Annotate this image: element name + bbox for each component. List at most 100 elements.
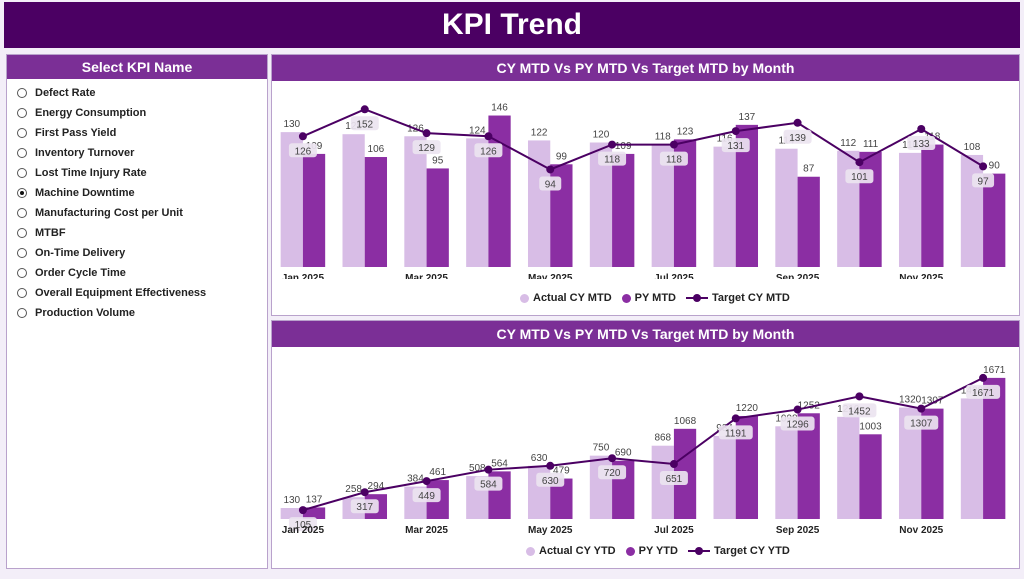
bar <box>713 146 736 267</box>
data-label: 129 <box>418 143 435 154</box>
target-point <box>360 488 369 497</box>
slicer-item[interactable]: Inventory Turnover <box>17 143 267 163</box>
x-tick-label: May 2025 <box>528 273 573 279</box>
data-label: 87 <box>803 164 815 175</box>
bar <box>302 153 326 267</box>
slicer-item[interactable]: Production Volume <box>17 303 267 323</box>
legend-label: Actual CY MTD <box>533 292 612 304</box>
data-label-box <box>412 488 441 503</box>
bar <box>589 142 613 267</box>
data-label: 564 <box>491 458 508 469</box>
data-label: 130 <box>283 119 300 130</box>
target-point <box>546 165 555 174</box>
data-label: 868 <box>654 433 671 444</box>
data-label-box <box>721 138 750 153</box>
data-label: 630 <box>542 476 559 487</box>
radio-button[interactable] <box>17 108 27 118</box>
data-label: 90 <box>989 161 1001 172</box>
legend-label: Target CY MTD <box>712 292 790 304</box>
data-label-box <box>904 415 939 430</box>
radio-button[interactable] <box>17 228 27 238</box>
data-label: 118 <box>604 155 620 166</box>
chart-mtd: 1301281261241221201181161141121101081091… <box>280 103 1006 279</box>
legend-label: Target CY YTD <box>713 545 790 557</box>
data-label-box <box>972 173 995 188</box>
target-point <box>793 118 802 127</box>
data-label: 1068 <box>674 416 697 427</box>
data-label: 95 <box>432 155 444 166</box>
data-label: 1671 <box>972 388 995 399</box>
radio-button[interactable] <box>17 148 27 158</box>
data-label: 99 <box>556 151 568 162</box>
target-point <box>731 127 740 136</box>
target-point <box>979 162 988 171</box>
data-label-box <box>474 476 503 491</box>
slicer-item-label: Overall Equipment Effectiveness <box>35 287 207 299</box>
slicer-item[interactable]: First Pass Yield <box>17 123 267 143</box>
legend-item-actual[interactable]: Actual CY MTD <box>520 292 612 304</box>
slicer-item[interactable]: Lost Time Injury Rate <box>17 163 267 183</box>
data-label: 690 <box>615 448 632 459</box>
data-label: 1671 <box>983 365 1006 376</box>
slicer-item-label: Energy Consumption <box>35 107 147 119</box>
slicer-item[interactable]: Machine Downtime <box>17 183 267 203</box>
bar <box>364 157 388 267</box>
legend-item-target[interactable]: Target CY MTD <box>686 292 790 304</box>
slicer-item[interactable]: MTBF <box>17 223 267 243</box>
legend-item-py[interactable]: PY YTD <box>625 545 678 557</box>
slicer-item[interactable]: Defect Rate <box>17 83 267 103</box>
bar <box>550 478 573 519</box>
data-label: 479 <box>553 466 570 477</box>
radio-button[interactable] <box>17 248 27 258</box>
radio-button[interactable] <box>17 308 27 318</box>
x-tick-label: Jul 2025 <box>654 273 694 279</box>
data-label: 449 <box>418 491 435 502</box>
bar <box>612 153 635 267</box>
x-tick-label: Nov 2025 <box>899 525 943 536</box>
radio-button[interactable] <box>17 188 27 198</box>
slicer-item[interactable]: Overall Equipment Effectiveness <box>17 283 267 303</box>
slicer-item[interactable]: Energy Consumption <box>17 103 267 123</box>
target-point <box>484 132 493 141</box>
data-label: 1307 <box>921 396 944 407</box>
data-label: 750 <box>593 443 610 454</box>
radio-button[interactable] <box>17 88 27 98</box>
legend-label: PY MTD <box>634 292 676 304</box>
x-tick-label: Nov 2025 <box>899 273 943 279</box>
legend-swatch <box>526 546 535 556</box>
data-label: 294 <box>368 481 385 492</box>
bar <box>960 154 984 267</box>
legend-item-target[interactable]: Target CY YTD <box>687 545 790 557</box>
data-label: 1307 <box>910 419 933 430</box>
legend-item-py[interactable]: PY MTD <box>621 292 676 304</box>
radio-button[interactable] <box>17 128 27 138</box>
target-line <box>302 108 984 171</box>
bar <box>735 124 759 267</box>
data-label: 126 <box>295 146 312 157</box>
radio-button[interactable] <box>17 288 27 298</box>
slicer-item-label: First Pass Yield <box>35 127 117 139</box>
slicer-item-label: Machine Downtime <box>35 187 135 199</box>
legend-item-actual[interactable]: Actual CY YTD <box>526 545 616 557</box>
slicer-item[interactable]: On-Time Delivery <box>17 243 267 263</box>
data-label: 584 <box>480 480 497 491</box>
data-label: 137 <box>739 112 756 123</box>
radio-button[interactable] <box>17 268 27 278</box>
slicer-item[interactable]: Manufacturing Cost per Unit <box>17 203 267 223</box>
target-point <box>855 392 864 401</box>
data-label: 258 <box>345 484 362 495</box>
x-tick-label: Mar 2025 <box>405 525 448 536</box>
target-point <box>917 125 926 134</box>
bar <box>898 407 922 519</box>
bar <box>837 416 860 519</box>
slicer-item-label: Lost Time Injury Rate <box>35 167 147 179</box>
radio-button[interactable] <box>17 168 27 178</box>
slicer-item[interactable]: Order Cycle Time <box>17 263 267 283</box>
target-point <box>669 460 678 469</box>
bar <box>983 173 1006 267</box>
x-tick-label: Jan 2025 <box>282 273 325 279</box>
data-label-box <box>845 169 874 184</box>
radio-button[interactable] <box>17 208 27 218</box>
target-point <box>298 132 307 141</box>
bar <box>775 426 798 519</box>
